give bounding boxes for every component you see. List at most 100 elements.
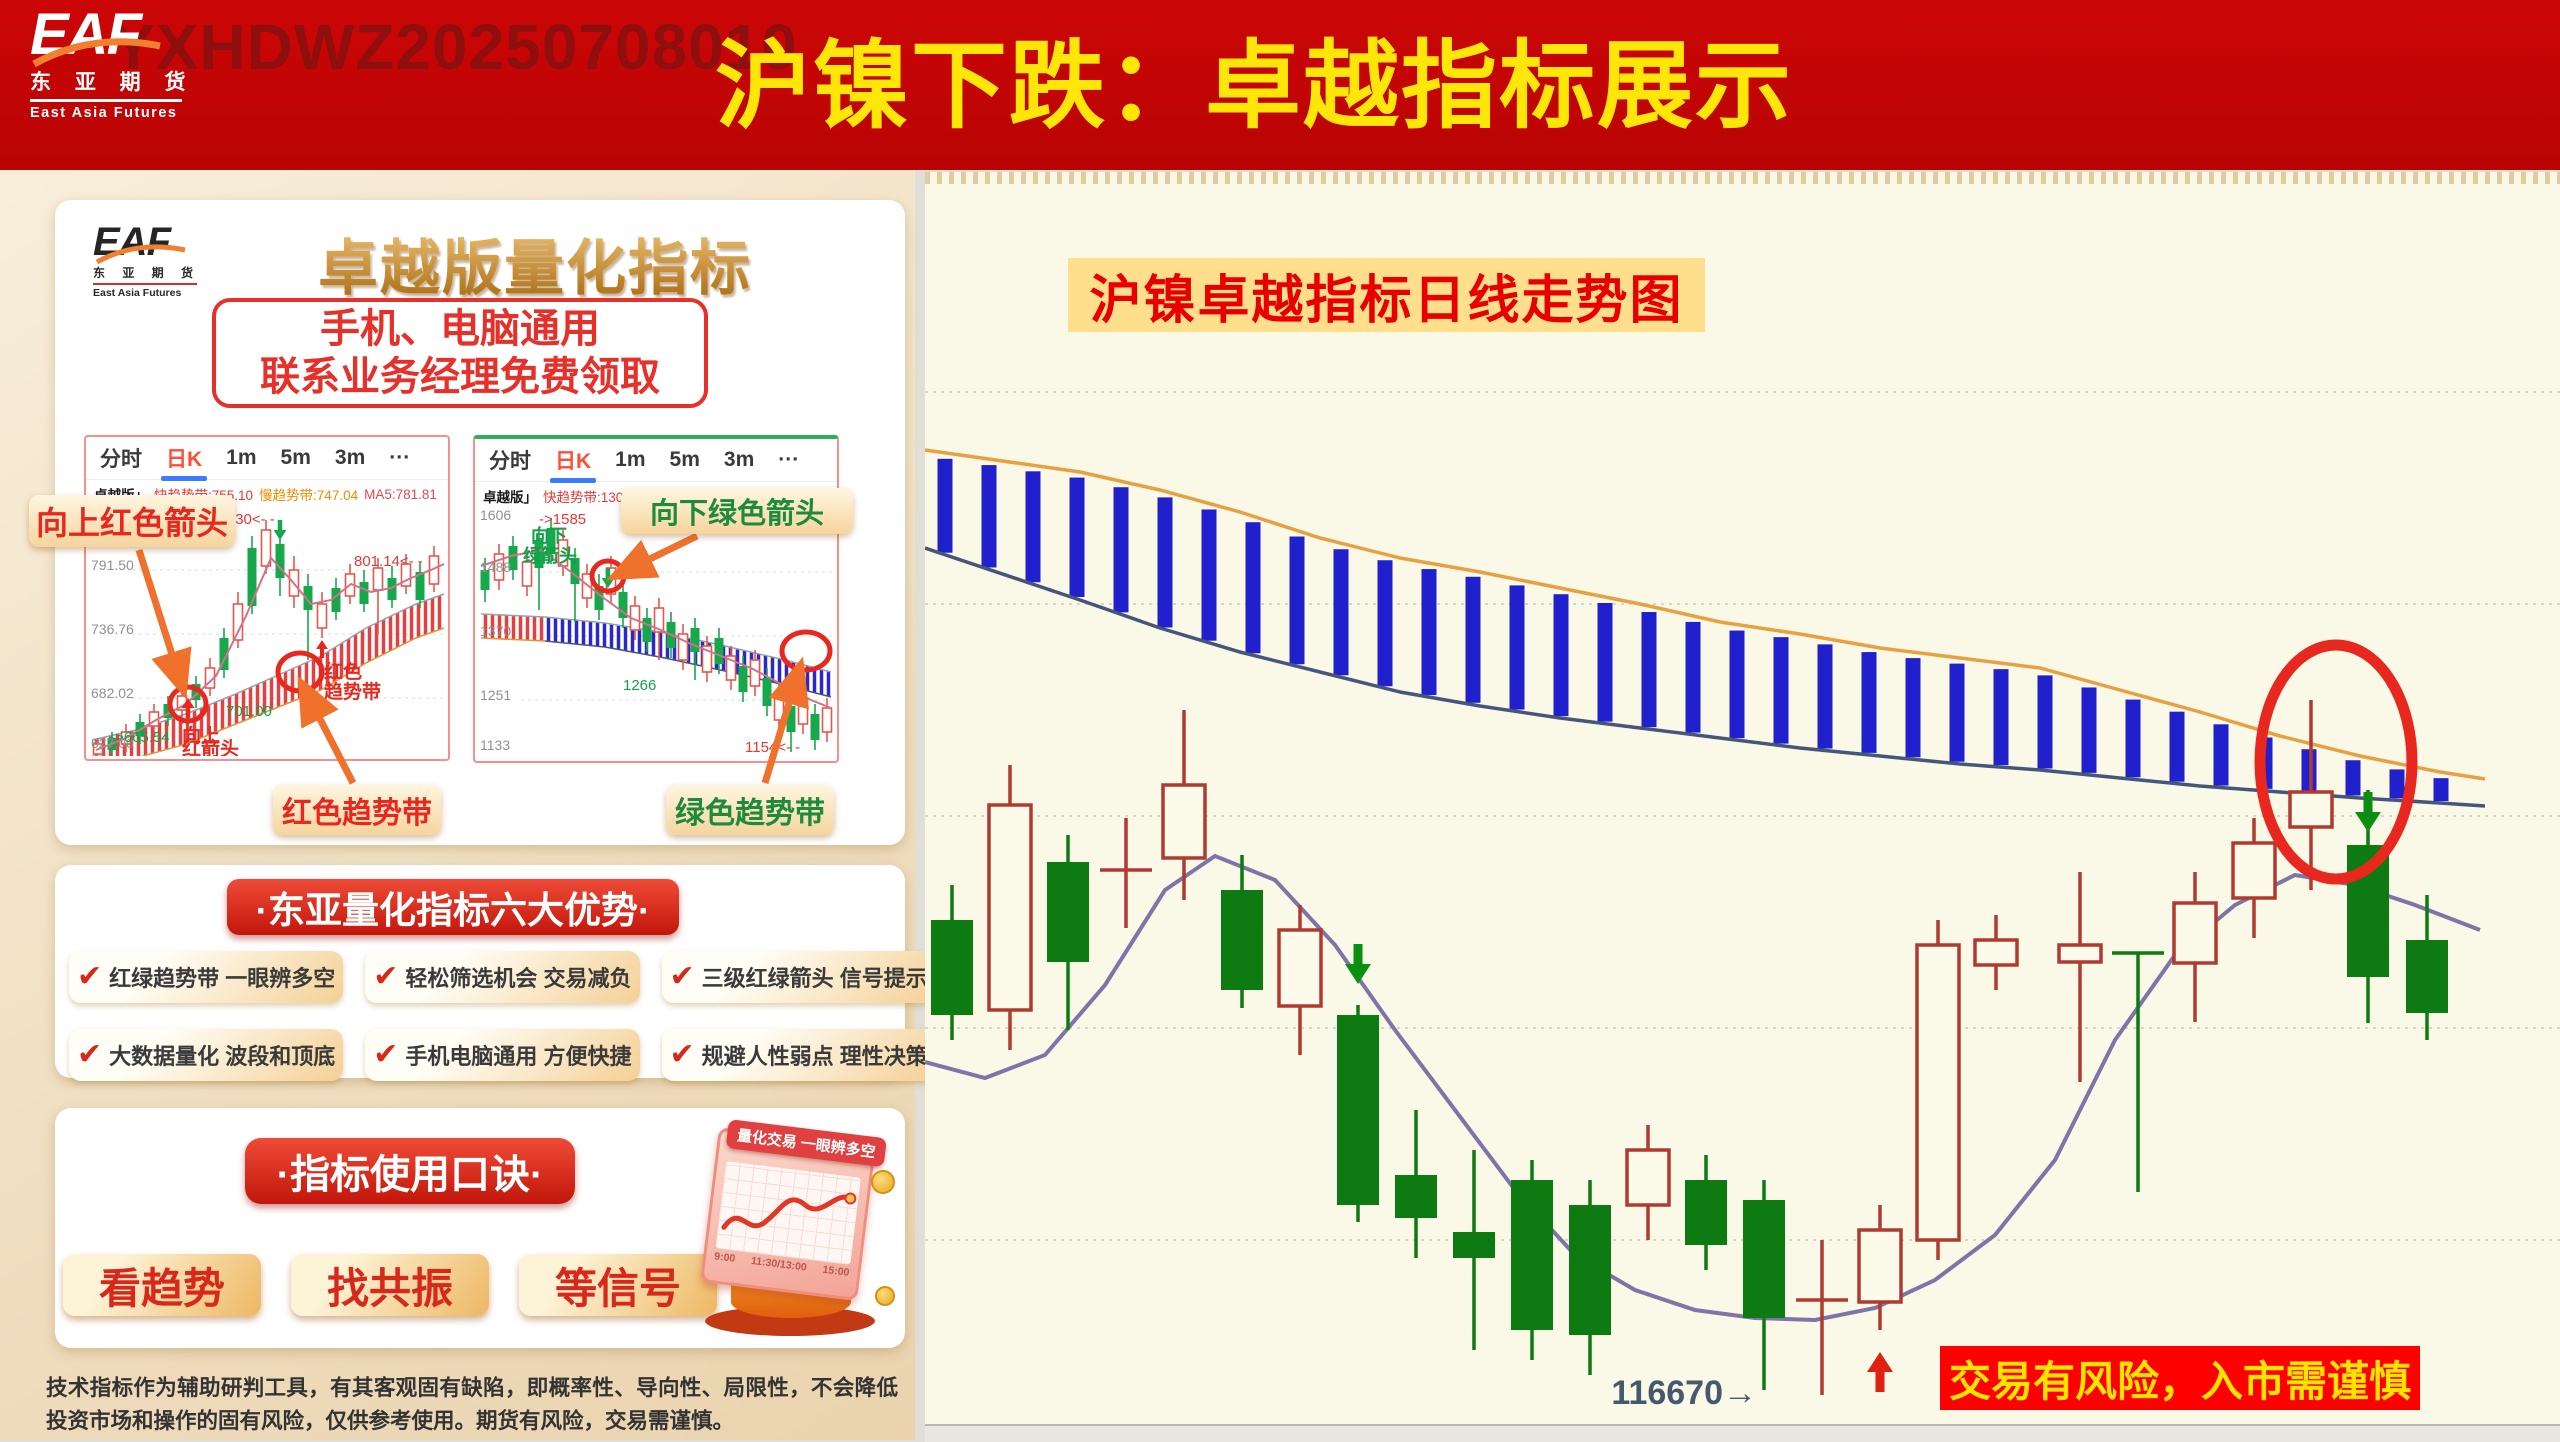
svg-text:1251: 1251 [480, 687, 511, 703]
tab-1m[interactable]: 1m [226, 446, 257, 469]
decor-dashes [925, 172, 2560, 184]
phone-x-label: 9:00 [713, 1250, 736, 1265]
callout-red-arrow-up: 向上红色箭头 [29, 495, 235, 547]
timeframe-tabs: 分时 日K 1m 5m 3m ··· [86, 437, 448, 481]
mnemonic-card: ·指标使用口诀· 看趋势 找共振 等信号 量化交易 一眼辨多空 9:00 11:30/… [55, 1108, 905, 1348]
svg-text:趋势带: 趋势带 [324, 680, 381, 703]
svg-text:1370: 1370 [480, 623, 511, 639]
promo-sidebar: EAF 东 亚 期 货 East Asia Futures 卓越版量化指标 手机… [0, 170, 936, 1440]
advantage-label: 三级红绿箭头 信号提示 [701, 966, 928, 991]
phone-x-label: 15:00 [821, 1263, 851, 1279]
svg-text:116670→: 116670→ [1611, 1374, 1757, 1412]
coin-icon [871, 1170, 895, 1194]
bottom-strip [925, 1424, 2560, 1442]
advantage-item: ✔ 大数据量化 波段和顶底 [69, 1029, 344, 1081]
logo-english: East Asia Futures [93, 287, 182, 299]
logo-chinese: 东 亚 期 货 [93, 264, 197, 285]
tab-5m[interactable]: 5m [669, 448, 700, 471]
risk-warning-banner: 交易有风险，入市需谨慎 [1940, 1346, 2420, 1410]
svg-text:1606: 1606 [480, 510, 511, 523]
tab-3m[interactable]: 3m [334, 446, 366, 469]
mnemonic-pill-1: 看趋势 [63, 1254, 261, 1316]
logo-english: East Asia Futures [30, 105, 178, 121]
mnemonic-pill-2: 找共振 [291, 1254, 489, 1316]
advantage-item: ✔ 轻松筛选机会 交易减负 [365, 951, 640, 1003]
advantages-card: ·东亚量化指标六大优势· ✔ 红绿趋势带 一眼辨多空 ✔ 轻松筛选机会 交易减负 ✔ 三级… [55, 865, 936, 1081]
mnemonic-banner: ·指标使用口诀· [245, 1138, 575, 1204]
mnemonic-pill-3: 等信号 [519, 1254, 717, 1316]
svg-text:1266: 1266 [623, 677, 656, 694]
main-chart-area: 沪镍卓越指标日线走势图 116670→ 交易有风险，入市需谨慎 [925, 172, 2560, 1442]
check-icon: ✔ [669, 1038, 695, 1071]
phone-illustration: 量化交易 一眼辨多空 9:00 11:30/13:00 15:00 [683, 1118, 895, 1340]
svg-text:627.00: 627.00 [91, 735, 134, 751]
badge-green-trend-band: 绿色趋势带 [666, 785, 834, 835]
svg-text:791.50: 791.50 [91, 557, 134, 573]
svg-text:682.02: 682.02 [91, 685, 134, 701]
indicator-value: 卓越版」 [483, 490, 537, 505]
indicator-promo-card: EAF 东 亚 期 货 East Asia Futures 卓越版量化指标 手机… [29, 200, 905, 845]
tab-分时[interactable]: 分时 [489, 450, 531, 473]
svg-text:1154<- -: 1154<- - [745, 739, 800, 756]
advantages-banner: ·东亚量化指标六大优势· [227, 879, 679, 935]
tab-日K[interactable]: 日K [160, 443, 208, 481]
offer-box: 手机、电脑通用 联系业务经理免费领取 [212, 298, 708, 408]
timeframe-tabs: 分时 日K 1m 5m 3m ··· [475, 439, 837, 483]
svg-text:红箭头: 红箭头 [182, 737, 239, 756]
advantage-item: ✔ 三级红绿箭头 信号提示 [661, 951, 936, 1003]
svg-text:向下: 向下 [531, 525, 567, 546]
check-icon: ✔ [373, 1038, 399, 1071]
logo-acronym: EAF [30, 2, 142, 67]
callout-green-arrow-down: 向下绿色箭头 [621, 488, 853, 534]
coin-icon [875, 1286, 895, 1306]
tab-···[interactable]: ··· [778, 448, 800, 471]
tab-3m[interactable]: 3m [723, 448, 755, 471]
advantage-label: 规避人性弱点 理性决策 [701, 1044, 928, 1069]
phone-screen [715, 1161, 861, 1265]
risk-disclaimer: 技术指标作为辅助研判工具，有其客观固有缺陷，即概率性、导向性、局限性，不会降低投… [46, 1376, 898, 1434]
indicator-value: MA5:781.81 [364, 486, 437, 502]
offer-line-2: 联系业务经理免费领取 [260, 355, 660, 399]
check-icon: ✔ [669, 960, 695, 993]
phone: 量化交易 一眼辨多空 9:00 11:30/13:00 15:00 [700, 1119, 888, 1302]
page-title: 沪镍下跌：卓越指标展示 [715, 33, 1793, 140]
tab-日K[interactable]: 日K [549, 445, 597, 483]
check-icon: ✔ [373, 960, 399, 993]
advantage-label: 手机电脑通用 方便快捷 [405, 1044, 632, 1069]
candlestick-plot-downtrend: 1606 1488 1370 1251 1133 ->1585 1266 1154<- - 向下… [480, 510, 833, 756]
watermark: YXHDWZ20250708010 [112, 11, 798, 83]
main-chart-title: 沪镍卓越指标日线走势图 [1068, 258, 1705, 332]
indicator-value: 慢趋势带:747.04 [259, 488, 359, 503]
phone-chart-line [721, 1192, 857, 1230]
header: YXHDWZ20250708010 EAF 东 亚 期 货 East Asia … [0, 0, 2560, 170]
brand-logo: EAF 东 亚 期 货 East Asia Futures [30, 6, 210, 121]
svg-text:1488: 1488 [480, 559, 511, 575]
advantage-label: 大数据量化 波段和顶底 [109, 1044, 336, 1069]
badge-red-trend-band: 红色趋势带 [273, 785, 441, 835]
tab-分时[interactable]: 分时 [100, 448, 142, 471]
advantage-item: ✔ 红绿趋势带 一眼辨多空 [69, 951, 344, 1003]
svg-text:736.76: 736.76 [91, 621, 134, 637]
svg-text:801.14<- -: 801.14<- - [354, 553, 423, 570]
advantage-label: 轻松筛选机会 交易减负 [405, 966, 632, 991]
tab-1m[interactable]: 1m [615, 448, 646, 471]
advantage-item: ✔ 规避人性弱点 理性决策 [661, 1029, 936, 1081]
advantages-grid: ✔ 红绿趋势带 一眼辨多空 ✔ 轻松筛选机会 交易减负 ✔ 三级红绿箭头 信号提示 ✔ 大数据… [69, 951, 936, 1081]
brand-logo-small: EAF 东 亚 期 货 East Asia Futures [93, 222, 253, 299]
advantage-item: ✔ 手机电脑通用 方便快捷 [365, 1029, 640, 1081]
svg-text:701.00: 701.00 [226, 703, 272, 720]
tab-···[interactable]: ··· [389, 446, 411, 469]
promo-title: 卓越版量化指标 [245, 220, 825, 307]
logo-acronym: EAF [93, 220, 171, 264]
logo-chinese: 东 亚 期 货 [30, 66, 186, 102]
check-icon: ✔ [77, 960, 103, 993]
svg-text:->665.54: ->665.54 [110, 729, 170, 746]
daily-candlestick-chart: 116670→ [925, 391, 2560, 1412]
svg-text:->1585: ->1585 [539, 511, 586, 528]
offer-line-1: 手机、电脑通用 [320, 307, 600, 351]
indicator-value: 快趋势带:1307 [543, 490, 631, 505]
svg-text:向上: 向上 [182, 724, 220, 747]
tab-5m[interactable]: 5m [280, 446, 311, 469]
